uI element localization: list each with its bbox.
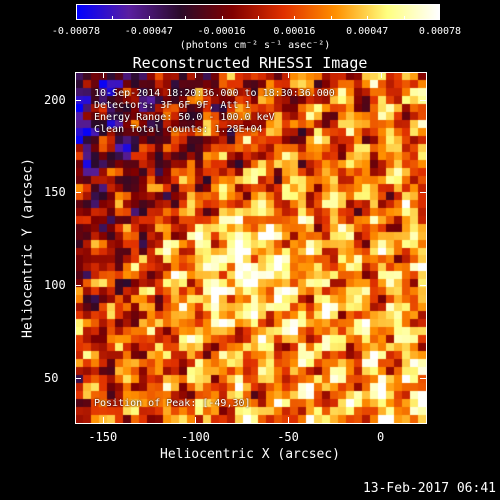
annotation-energy: Energy Range: 50.0 - 100.0 keV [94,112,275,123]
x-tick-label: -150 [88,430,118,444]
colorbar-tick [185,16,187,20]
y-tick [420,285,426,287]
colorbar-tick-label: -0.00016 [197,26,246,37]
x-tick [195,72,197,78]
colorbar-tick [258,16,259,20]
colorbar-tick-label: 0.00047 [346,26,389,37]
x-tick [288,72,290,78]
y-tick-label: 200 [44,92,66,107]
colorbar-tick [330,16,332,20]
x-tick [102,417,104,423]
annotation-detectors: Detectors: 3F 6F 9F, Att 1 [94,100,251,111]
y-tick-label: 50 [44,370,59,385]
colorbar-tick-label: -0.00078 [51,26,101,37]
y-tick [420,377,426,379]
x-tick [102,72,104,78]
x-tick [380,417,382,423]
x-tick-label: -100 [180,430,210,444]
date-stamp: 13-Feb-2017 06:41 [362,481,496,496]
colorbar-tick [367,16,369,20]
x-tick [195,417,197,423]
colorbar-tick [148,16,150,20]
image-plot: 10-Sep-2014 18:20:36.000 to 18:30:36.000… [75,72,427,424]
x-tick [288,417,290,423]
y-tick [75,192,81,194]
y-tick [420,99,426,101]
x-axis-label: Heliocentric X (arcsec) [159,447,341,462]
colorbar-tick-label: 0.00078 [418,26,462,37]
x-tick-label: 0 [377,430,385,444]
colorbar-units: (photons cm⁻² s⁻¹ asec⁻²) [179,40,331,51]
y-tick-label: 150 [44,185,66,200]
y-tick [75,99,81,101]
annotation-time: 10-Sep-2014 18:20:36.000 to 18:30:36.000 [94,88,335,99]
y-tick [420,192,426,194]
x-tick [380,72,382,78]
colorbar-tick [403,16,405,20]
colorbar-tick [294,16,296,20]
colorbar-tick [221,16,223,20]
colorbar-tick [112,16,114,20]
colorbar-tick-label: -0.00047 [124,26,173,37]
y-tick [75,377,81,379]
image-title: Reconstructed RHESSI Image [132,54,368,72]
annotation-clean: Clean Total counts: 1.28E+04 [94,124,263,135]
annotation-peak: Position of Peak: [-49,30] [94,398,251,409]
rhessi-heatmap [76,73,426,423]
y-axis-label: Heliocentric Y (arcsec) [20,157,36,339]
y-tick [75,285,81,287]
colorbar-tick-label: 0.00016 [273,26,316,37]
y-tick-label: 100 [44,278,66,293]
x-tick-label: -50 [277,430,299,444]
